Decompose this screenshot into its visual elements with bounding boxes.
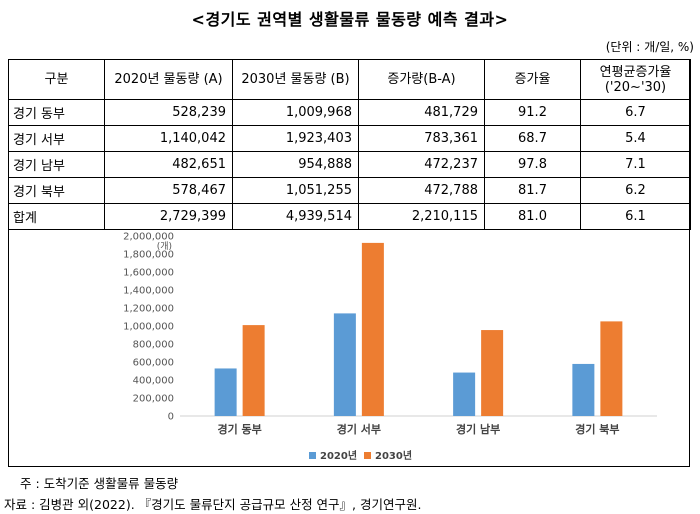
value-2020-cell: 2,729,399 (104, 203, 233, 230)
value-2020-cell: 482,651 (104, 151, 233, 178)
region-cell: 경기 서부 (8, 125, 105, 152)
x-tick-label: 경기 서부 (337, 422, 381, 436)
value-2030-cell: 1,923,403 (232, 125, 359, 152)
header-cell: 2020년 물동량 (A) (104, 59, 233, 100)
y-unit-label: (개) (157, 241, 172, 252)
y-tick-label: 2,000,000 (123, 232, 174, 243)
header-cell: 증가량(B-A) (358, 59, 485, 100)
header-line: ('20~'30) (604, 79, 667, 95)
increase-cell: 472,237 (358, 151, 485, 178)
rate-cell: 68.7 (484, 125, 581, 152)
cagr-cell: 5.4 (580, 125, 691, 152)
bar-2020 (453, 372, 476, 416)
y-tick-label: 0 (168, 412, 174, 423)
data-table: 구분 2020년 물동량 (A) 2030년 물동량 (B) 증가량(B-A) … (8, 59, 691, 230)
increase-cell: 783,361 (358, 125, 485, 152)
cagr-cell: 6.1 (580, 203, 691, 230)
y-tick-label: 200,000 (133, 394, 174, 405)
source-text: 자료 : 김병관 외(2022). 『경기도 물류단지 공급규모 산정 연구』,… (4, 497, 422, 512)
bar-2020 (572, 363, 595, 416)
y-tick-label: 1,000,000 (123, 322, 174, 333)
cagr-cell: 6.2 (580, 177, 691, 204)
rate-cell: 97.8 (484, 151, 581, 178)
legend-label: 2030년 (375, 449, 412, 462)
y-tick-label: 1,400,000 (123, 286, 174, 297)
increase-cell: 2,210,115 (358, 203, 485, 230)
region-cell: 합계 (8, 203, 105, 230)
y-tick-label: 600,000 (133, 358, 174, 369)
y-tick-label: 400,000 (133, 376, 174, 387)
header-cell: 연평균증가율 ('20~'30) (580, 59, 691, 100)
region-cell: 경기 동부 (8, 99, 105, 126)
legend-swatch (309, 452, 316, 459)
table-row: 경기 남부 482,651 954,888 472,237 97.8 7.1 (8, 151, 691, 178)
header-cell: 구분 (8, 59, 105, 100)
cagr-cell: 6.7 (580, 99, 691, 126)
x-tick-label: 경기 남부 (456, 422, 500, 436)
bar-2030 (242, 325, 265, 416)
header-cell: 증가율 (484, 59, 581, 100)
bar-2030 (481, 330, 504, 416)
rate-cell: 81.0 (484, 203, 581, 230)
y-tick-label: 1,600,000 (123, 268, 174, 279)
unit-label: (단위 : 개/일, %) (605, 40, 694, 54)
table-row: 경기 북부 578,467 1,051,255 472,788 81.7 6.2 (8, 177, 691, 204)
legend-label: 2020년 (320, 449, 357, 462)
table-row: 경기 서부 1,140,042 1,923,403 783,361 68.7 5… (8, 125, 691, 152)
value-2020-cell: 578,467 (104, 177, 233, 204)
region-cell: 경기 북부 (8, 177, 105, 204)
header-line: 연평균증가율 (599, 64, 672, 80)
table-total-row: 합계 2,729,399 4,939,514 2,210,115 81.0 6.… (8, 203, 691, 230)
table-header-row: 구분 2020년 물동량 (A) 2030년 물동량 (B) 증가량(B-A) … (8, 59, 691, 100)
bar-2030 (600, 321, 623, 416)
header-cell: 2030년 물동량 (B) (232, 59, 359, 100)
region-cell: 경기 남부 (8, 151, 105, 178)
page-title: <경기도 권역별 생활물류 물동량 예측 결과> (191, 10, 509, 29)
cagr-cell: 7.1 (580, 151, 691, 178)
y-tick-label: 1,200,000 (123, 304, 174, 315)
bar-2030 (361, 242, 384, 416)
increase-cell: 472,788 (358, 177, 485, 204)
rate-cell: 81.7 (484, 177, 581, 204)
y-tick-label: 1,800,000 (123, 250, 174, 261)
value-2020-cell: 1,140,042 (104, 125, 233, 152)
value-2030-cell: 954,888 (232, 151, 359, 178)
rate-cell: 91.2 (484, 99, 581, 126)
value-2030-cell: 1,009,968 (232, 99, 359, 126)
bar-chart: 0 200,000 400,000 600,000 800,000 1,000,000 1,… (123, 232, 657, 462)
y-tick-label: 800,000 (133, 340, 174, 351)
bar-2020 (333, 313, 356, 416)
table-row: 경기 동부 528,239 1,009,968 481,729 91.2 6.7 (8, 99, 691, 126)
value-2030-cell: 1,051,255 (232, 177, 359, 204)
x-tick-label: 경기 북부 (575, 422, 619, 436)
x-tick-label: 경기 동부 (217, 422, 261, 436)
note-text: 주 : 도착기준 생활물류 물동량 (20, 476, 179, 491)
increase-cell: 481,729 (358, 99, 485, 126)
legend-swatch (364, 452, 371, 459)
value-2020-cell: 528,239 (104, 99, 233, 126)
bar-2020 (214, 368, 237, 416)
